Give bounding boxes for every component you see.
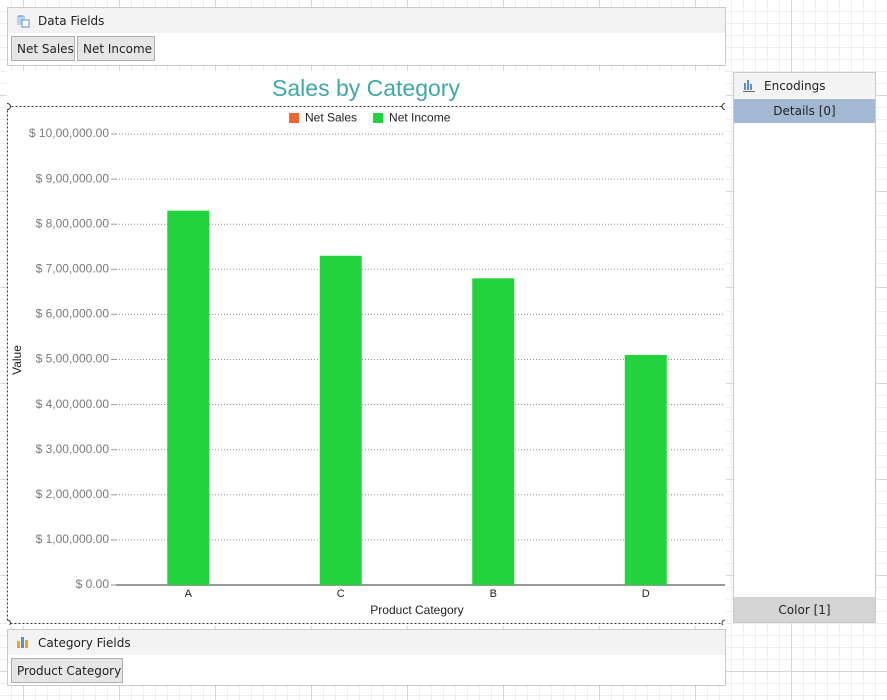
legend-swatch <box>289 113 299 123</box>
y-axis-title: Value <box>10 345 24 375</box>
y-tick-label: $ 10,00,000.00 <box>29 126 109 140</box>
bar <box>167 210 210 586</box>
y-tick-label: $ 9,00,000.00 <box>36 171 110 185</box>
legend-label: Net Sales <box>305 111 357 125</box>
y-tick-label: $ 5,00,000.00 <box>36 352 110 366</box>
field-button[interactable]: Net Sales <box>11 36 75 61</box>
chart: Sales by Category Product Category Value… <box>7 75 725 625</box>
bar <box>319 255 362 585</box>
icon <box>17 636 28 648</box>
panel-header: Category Fields <box>8 630 725 655</box>
y-tick-label: $ 7,00,000.00 <box>36 261 110 275</box>
panel-title: Data Fields <box>38 13 105 28</box>
panel-title: Category Fields <box>38 635 131 650</box>
icon <box>17 14 30 27</box>
y-tick-label: $ 2,00,000.00 <box>36 487 110 501</box>
y-tick-label: $ 1,00,000.00 <box>36 532 110 546</box>
encodings-panel: Encodings Details [0] Color [1] <box>733 72 876 623</box>
icon <box>743 79 755 92</box>
bar <box>624 354 667 585</box>
y-tick-label: $ 8,00,000.00 <box>36 216 110 230</box>
field-button[interactable]: Product Category <box>11 658 123 683</box>
y-tick-label: $ 6,00,000.00 <box>36 307 110 321</box>
chart-title: Sales by Category <box>272 75 460 101</box>
x-axis-title: Product Category <box>370 603 463 617</box>
panel-header: Data Fields <box>8 8 725 33</box>
y-tick-label: $ 0.00 <box>76 577 110 591</box>
handle[interactable] <box>7 619 11 625</box>
y-tick-label: $ 4,00,000.00 <box>36 397 110 411</box>
x-tick-label: D <box>642 588 650 600</box>
color-section[interactable]: Color [1] <box>734 597 875 622</box>
category-fields-panel: Category Fields Product Category <box>7 629 726 686</box>
y-tick-label: $ 3,00,000.00 <box>36 442 110 456</box>
panel-title: Encodings <box>764 78 826 93</box>
x-tick-label: C <box>337 588 345 600</box>
legend-swatch <box>373 113 384 123</box>
x-tick-label: A <box>185 588 193 600</box>
details-section[interactable]: Details [0] <box>734 99 875 123</box>
x-tick-label: B <box>490 588 497 600</box>
data-fields-panel: Data Fields Net Sales Net Income <box>7 7 726 66</box>
handle[interactable] <box>721 103 725 110</box>
chart-panel: Sales by Category Product Category Value… <box>7 71 726 626</box>
handle[interactable] <box>7 103 11 110</box>
selection-frame <box>7 106 725 624</box>
panel-header: Encodings <box>734 73 875 98</box>
handle[interactable] <box>721 619 725 625</box>
legend-label: Net Income <box>389 111 451 125</box>
field-button[interactable]: Net Income <box>77 36 155 61</box>
bar <box>472 278 515 585</box>
